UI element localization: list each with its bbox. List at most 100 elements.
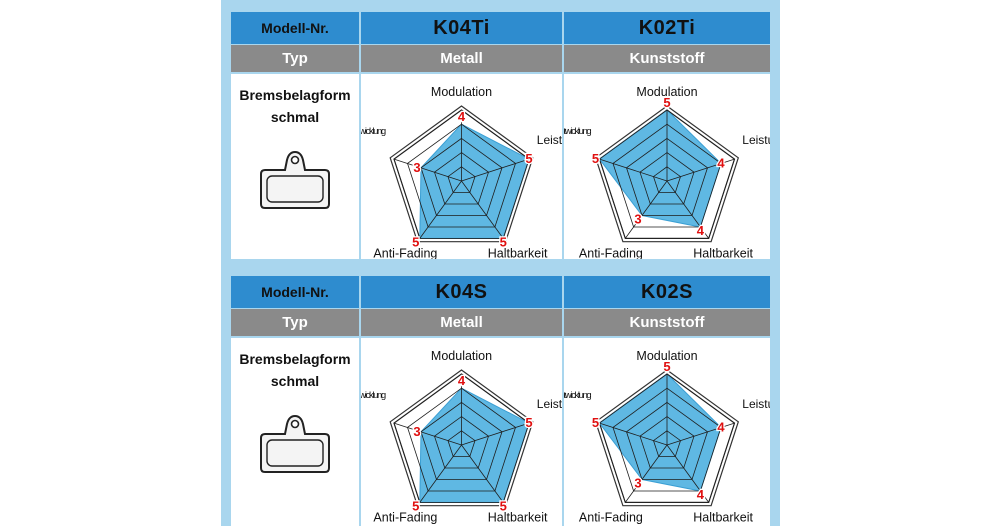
radar-axis-label: Leistung (742, 397, 770, 411)
radar-value-label: 5 (412, 498, 419, 513)
radar-value-label: 5 (663, 359, 670, 374)
model-name-2: K02S (564, 276, 770, 308)
radar-value-label: 5 (412, 234, 419, 249)
radar-cell-1: Modulation Leistung Haltbarkeit Anti-Fading… (361, 74, 562, 259)
radar-cell-2: Modulation Leistung Haltbarkeit Anti-Fading… (564, 338, 770, 526)
radar-grid-ring (626, 137, 708, 216)
model-name-2: K02Ti (564, 12, 770, 44)
pad-shape-cell: Bremsbelagform schmal (231, 74, 359, 259)
radar-grid-ring (447, 166, 476, 193)
radar-spoke (666, 158, 735, 182)
radar-spoke (419, 444, 462, 503)
radar-cell-2: Modulation Leistung Haltbarkeit Anti-Fading… (564, 74, 770, 259)
radar-spoke (461, 444, 504, 503)
radar-grid-ring (420, 401, 503, 480)
radar-chart-k02s: Modulation Leistung Haltbarkeit Anti-Fading… (564, 349, 770, 525)
radar-axis-label: Leistung (742, 133, 770, 147)
radar-axis-label: Anti-Fading (373, 247, 437, 259)
model-name-1: K04Ti (361, 12, 562, 44)
model-number-label: Modell-Nr. (231, 276, 359, 308)
radar-value-label: 5 (525, 151, 532, 166)
type-value-1: Metall (361, 45, 562, 72)
radar-axis-label: Haltbarkeit (488, 247, 548, 259)
radar-grid-ring (612, 387, 722, 492)
radar-value-label: 4 (458, 373, 466, 388)
radar-grid-ring (599, 109, 735, 239)
radar-spoke (393, 422, 462, 446)
spec-table-2: Modell-Nr. K04S K02S Typ Metall Kunststo… (231, 276, 770, 526)
radar-axis-label: Anti-Fading (373, 511, 437, 525)
radar-value-label: 5 (500, 234, 507, 249)
radar-axis-label: Haltbarkeit (488, 511, 548, 525)
radar-value-label: 5 (592, 415, 599, 430)
radar-value-label: 5 (663, 95, 670, 110)
radar-axis-label: Modulation (431, 85, 492, 99)
radar-cell-1: Modulation Leistung Haltbarkeit Anti-Fading… (361, 338, 562, 526)
radar-spoke (461, 422, 530, 446)
radar-value-label: 4 (697, 223, 705, 238)
radar-grid-ring (407, 123, 516, 228)
radar-spoke (666, 422, 735, 446)
pad-shape-label-line2: schmal (270, 109, 320, 125)
radar-grid-ring (653, 430, 681, 457)
radar-spoke (393, 158, 462, 182)
radar-value-label: 3 (634, 212, 641, 227)
radar-spoke (624, 444, 668, 503)
radar-spoke (599, 422, 668, 446)
radar-spoke (599, 158, 668, 182)
radar-axis-label: Anti-Fading (579, 247, 643, 259)
radar-spoke (666, 444, 710, 503)
radar-grid-ring (434, 152, 489, 205)
radar-value-label: 5 (500, 498, 507, 513)
radar-axis-label: Geräuschentwicklung (361, 126, 386, 137)
model-number-label: Modell-Nr. (231, 12, 359, 44)
radar-grid-ring (393, 373, 530, 503)
radar-spoke (461, 180, 504, 239)
radar-chart-k04s: Modulation Leistung Haltbarkeit Anti-Fading… (361, 349, 562, 525)
radar-grid-ring (639, 416, 695, 469)
type-value-2: Kunststoff (564, 45, 770, 72)
radar-spoke (419, 180, 462, 239)
type-label: Typ (231, 309, 359, 336)
radar-spoke (461, 158, 530, 182)
radar-value-label: 3 (634, 476, 641, 491)
type-label: Typ (231, 45, 359, 72)
radar-value-label: 4 (717, 419, 725, 434)
radar-axis-label: Geräuschentwicklung (564, 390, 592, 401)
type-value-2: Kunststoff (564, 309, 770, 336)
radar-axis-label: Leistung (537, 133, 562, 147)
radar-axis-label: Geräuschentwicklung (564, 126, 592, 137)
radar-spoke (624, 180, 668, 239)
radar-axis-label: Modulation (636, 349, 697, 363)
pad-shape-label-line2: schmal (270, 373, 320, 389)
radar-value-label: 4 (717, 155, 725, 170)
radar-axis-label: Modulation (431, 349, 492, 363)
radar-axis-label: Haltbarkeit (693, 511, 753, 525)
radar-grid-ring (653, 166, 681, 193)
radar-grid-ring (639, 152, 695, 205)
radar-value-label: 5 (525, 415, 532, 430)
brake-pad-icon (260, 414, 330, 473)
radar-chart-k04ti: Modulation Leistung Haltbarkeit Anti-Fading… (361, 85, 562, 259)
radar-value-label: 3 (413, 424, 420, 439)
pad-shape-cell: Bremsbelagform schmal (231, 338, 359, 526)
radar-axis-label: Anti-Fading (579, 511, 643, 525)
radar-chart-k02ti: Modulation Leistung Haltbarkeit Anti-Fading… (564, 85, 770, 259)
radar-axis-label: Leistung (537, 397, 562, 411)
brake-pad-icon (260, 150, 330, 209)
pad-shape-label-line1: Bremsbelagform (239, 351, 351, 367)
radar-value-label: 4 (458, 109, 466, 124)
radar-axis-label: Modulation (636, 85, 697, 99)
radar-axis-label: Haltbarkeit (693, 247, 753, 259)
radar-value-label: 4 (697, 487, 705, 502)
radar-grid-ring (612, 123, 722, 228)
pad-shape-label-line1: Bremsbelagform (239, 87, 351, 103)
radar-axis-label: Geräuschentwicklung (361, 390, 386, 401)
radar-spoke (666, 180, 710, 239)
spec-table-1: Modell-Nr. K04Ti K02Ti Typ Metall Kunsts… (231, 12, 770, 259)
radar-grid-ring (447, 430, 476, 457)
radar-grid-ring (434, 416, 489, 469)
radar-grid-ring (393, 109, 530, 239)
radar-grid-ring (599, 373, 735, 503)
type-value-1: Metall (361, 309, 562, 336)
